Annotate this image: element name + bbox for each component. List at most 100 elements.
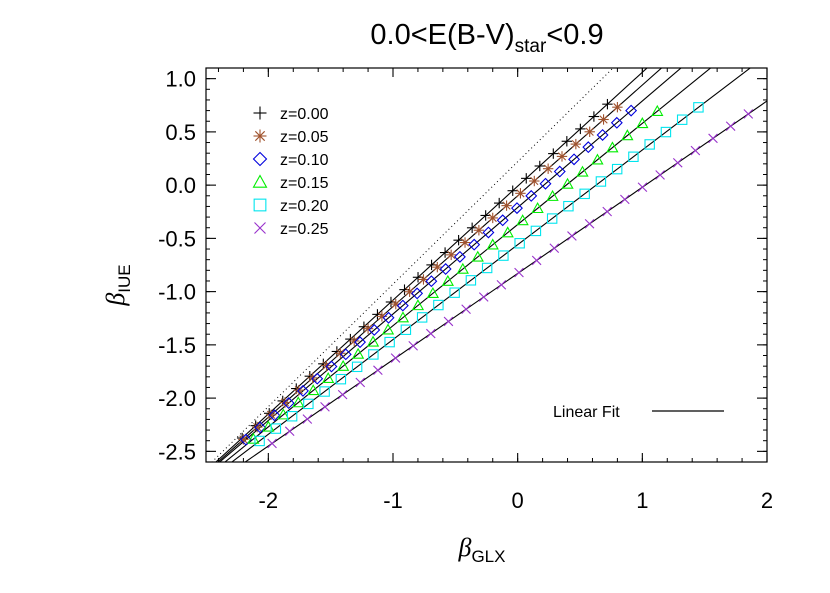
y-tick-label: -2.5 (158, 439, 196, 464)
data-point (351, 361, 363, 373)
y-tick-label: -0.5 (158, 226, 196, 251)
legend-marker (252, 151, 268, 167)
data-point (461, 304, 471, 315)
data-point (534, 160, 545, 172)
chart-title: 0.0<E(B-V)star<0.9 (370, 19, 603, 57)
fit-line-3 (224, 68, 712, 462)
data-point (239, 433, 252, 446)
data-point (351, 347, 365, 359)
y-tick-label: -1.5 (158, 333, 196, 358)
fit-legend: Linear Fit (553, 404, 724, 421)
series-5 (267, 109, 754, 449)
data-point (588, 111, 600, 122)
data-point (307, 384, 320, 396)
data-point (354, 336, 367, 349)
data-point (473, 225, 485, 236)
data-point (514, 238, 525, 249)
y-tick-label: -1.0 (158, 280, 196, 305)
data-point (337, 389, 348, 400)
data-point (553, 165, 566, 178)
title-prefix: 0.0<E(B-V) (370, 19, 514, 51)
data-point (515, 188, 526, 199)
fit-line-5 (244, 100, 767, 462)
data-point (637, 182, 648, 192)
data-point (644, 139, 655, 150)
plot-area (211, 68, 767, 462)
data-point (610, 116, 623, 129)
data-point (425, 275, 438, 288)
title-suffix: <0.9 (546, 19, 603, 51)
fit-line-0 (215, 68, 648, 462)
data-point (478, 292, 489, 302)
x-tick-label: -1 (383, 488, 403, 513)
legend-marker (252, 174, 268, 188)
x-axis-subscript: GLX (471, 547, 505, 566)
data-point (445, 249, 457, 261)
data-point (498, 250, 509, 261)
data-point (598, 114, 609, 125)
series-3 (247, 104, 664, 444)
data-point (595, 176, 607, 187)
data-point (625, 104, 638, 117)
x-tick-label: 1 (636, 488, 648, 513)
legend-label: z=0.05 (280, 129, 329, 146)
data-point (270, 423, 282, 434)
data-point (501, 200, 512, 211)
fit-line-2 (218, 68, 682, 462)
data-point (570, 138, 582, 150)
plot-border (205, 67, 768, 463)
data-point (568, 153, 581, 166)
data-point (441, 274, 454, 286)
data-point (408, 341, 418, 351)
data-point (319, 386, 330, 397)
data-point (496, 214, 509, 227)
data-point (516, 214, 529, 226)
data-point (303, 398, 314, 410)
data-point (304, 370, 315, 382)
data-point (277, 408, 290, 420)
data-point (247, 432, 260, 444)
data-point (529, 175, 540, 187)
data-point (302, 414, 313, 424)
series-2 (239, 104, 638, 446)
data-point (322, 371, 335, 384)
data-point (372, 309, 383, 320)
data-point (582, 141, 595, 154)
data-point (628, 151, 639, 162)
data-point (606, 141, 619, 153)
data-point (482, 226, 495, 239)
legend-label: z=0.20 (280, 198, 329, 215)
plot-frame (205, 67, 768, 463)
y-tick-label: -2.0 (158, 386, 196, 411)
data-point (521, 173, 532, 184)
data-point (660, 126, 672, 138)
x-tick-label: 0 (512, 488, 524, 513)
x-tick-label: -2 (259, 488, 279, 513)
data-point (621, 129, 634, 141)
data-point (591, 153, 604, 165)
data-point (487, 212, 498, 224)
data-point (396, 311, 410, 323)
data-point (651, 104, 664, 116)
data-point (320, 402, 330, 412)
data-point (510, 202, 523, 215)
data-point (602, 98, 613, 110)
data-point (453, 250, 466, 263)
data-point (449, 287, 460, 298)
data-point (381, 323, 395, 335)
data-point (546, 213, 558, 224)
data-point (542, 163, 554, 174)
data-point (325, 360, 338, 373)
data-point (254, 421, 267, 434)
legend: z=0.00 z=0.05 z=0.10 z=0.15 z=0.20 z=0.25 (252, 106, 329, 238)
data-point (471, 250, 484, 262)
data-point (539, 177, 552, 190)
data-point (416, 312, 428, 323)
data-point (743, 109, 754, 119)
data-point (584, 218, 595, 229)
data-point (556, 151, 568, 162)
data-point (708, 133, 718, 144)
data-point (579, 188, 590, 200)
data-point (567, 231, 577, 241)
